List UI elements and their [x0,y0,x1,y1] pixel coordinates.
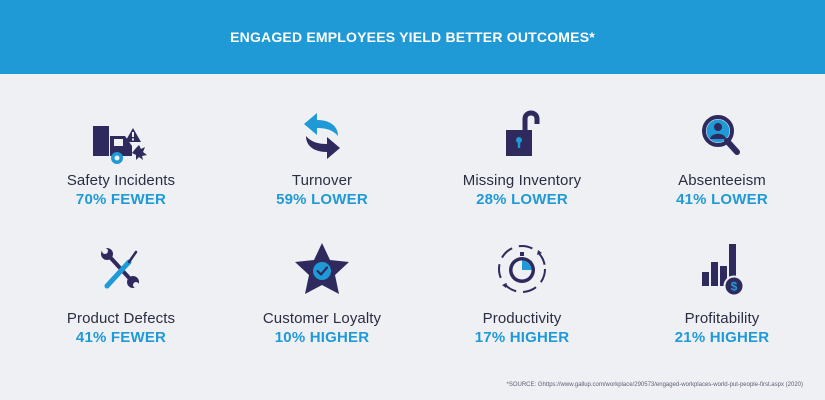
metric-turnover: Turnover 59% LOWER [222,102,422,208]
metric-safety-incidents: Safety Incidents 70% FEWER [21,102,221,208]
cycle-stopwatch-icon [482,240,562,308]
metric-label: Turnover [291,172,353,189]
magnifier-person-icon [682,102,762,170]
metric-label: Product Defects [66,310,176,327]
unlocked-padlock-icon [482,102,562,170]
metric-label: Profitability [684,310,760,327]
metric-absenteeism: Absenteeism 41% LOWER [622,102,822,208]
metric-profitability: $ Profitability 21% HIGHER [622,240,822,346]
metric-value: 41% LOWER [676,191,768,208]
metric-label: Missing Inventory [462,172,582,189]
bars-dollar-icon: $ [682,240,762,308]
metric-value: 21% HIGHER [674,329,770,346]
metric-missing-inventory: Missing Inventory 28% LOWER [422,102,622,208]
metric-product-defects: Product Defects 41% FEWER [21,240,221,346]
metric-value: 10% HIGHER [274,329,370,346]
star-check-icon [282,240,362,308]
source-footnote: *SOURCE: Ghttps://www.gallup.com/workpla… [506,382,803,388]
header-banner: ENGAGED EMPLOYEES YIELD BETTER OUTCOMES* [0,0,825,74]
metric-label: Customer Loyalty [262,310,382,327]
metric-value: 28% LOWER [476,191,568,208]
metric-productivity: Productivity 17% HIGHER [422,240,622,346]
metric-label: Safety Incidents [66,172,176,189]
metric-value: 41% FEWER [75,329,167,346]
metric-label: Productivity [482,310,562,327]
metric-value: 17% HIGHER [474,329,570,346]
wrench-screwdriver-icon [81,240,161,308]
svg-text:$: $ [731,280,738,294]
metric-customer-loyalty: Customer Loyalty 10% HIGHER [222,240,422,346]
metric-label: Absenteeism [678,172,766,189]
metric-value: 59% LOWER [276,191,368,208]
exchange-arrows-icon [282,102,362,170]
truck-crash-warning-icon [81,102,161,170]
page-title: ENGAGED EMPLOYEES YIELD BETTER OUTCOMES* [230,29,595,45]
metric-value: 70% FEWER [75,191,167,208]
